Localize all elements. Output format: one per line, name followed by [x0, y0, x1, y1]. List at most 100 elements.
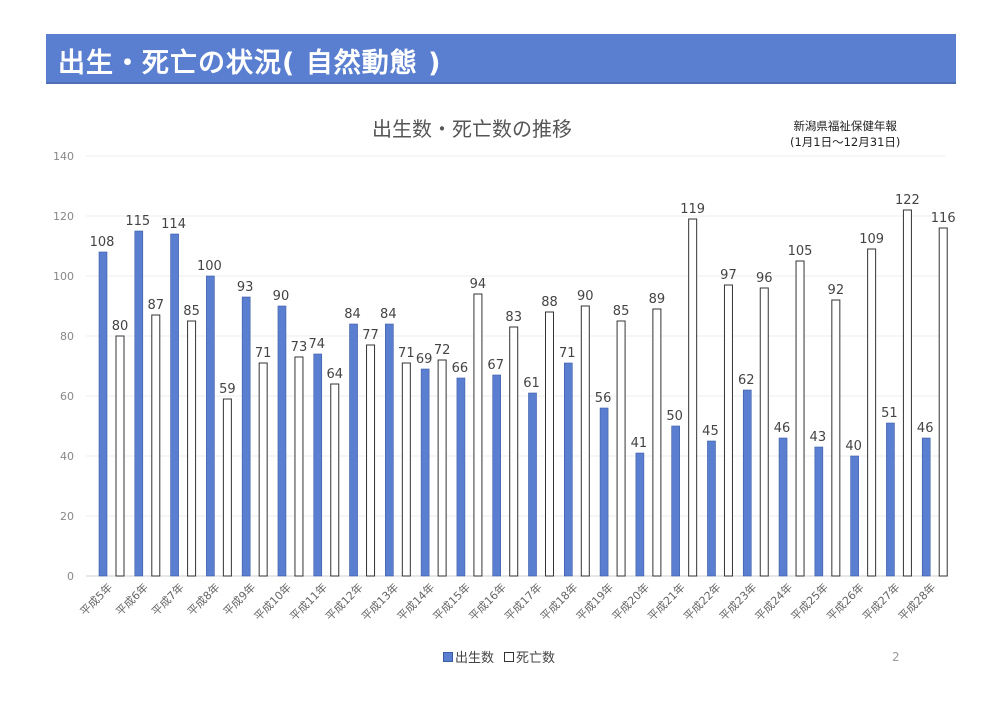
bar-births [385, 323, 394, 577]
x-tick-label: 平成19年 [573, 580, 616, 623]
data-label-births: 100 [197, 259, 222, 274]
data-label-deaths: 94 [470, 277, 487, 292]
bar-deaths [115, 335, 125, 577]
data-label-deaths: 59 [219, 382, 236, 397]
bar-births [277, 305, 287, 577]
x-tick-label: 平成15年 [430, 580, 473, 623]
x-tick-label: 平成16年 [466, 580, 509, 623]
data-label-births: 56 [595, 391, 612, 406]
bar-deaths [437, 359, 447, 577]
bar-births [742, 389, 752, 577]
legend: 出生数 死亡数 [443, 647, 555, 666]
x-tick-label: 平成8年 [184, 580, 222, 618]
bar-births [134, 230, 144, 577]
y-tick-label: 120 [53, 210, 74, 223]
data-label-deaths: 85 [183, 304, 200, 319]
bar-deaths [222, 398, 232, 577]
x-tick-label: 平成22年 [680, 580, 723, 623]
source-note: 新潟県福祉保健年報 (1月1日～12月31日) [790, 118, 900, 150]
data-label-deaths: 122 [895, 193, 920, 208]
bar-deaths [759, 287, 769, 577]
bar-deaths [902, 209, 912, 577]
bar-deaths [652, 308, 662, 577]
y-tick-label: 100 [53, 270, 74, 283]
x-tick-label: 平成23年 [716, 580, 759, 623]
bar-deaths [545, 311, 554, 577]
legend-item-deaths: 死亡数 [504, 647, 555, 666]
data-label-deaths: 85 [613, 304, 630, 319]
bar-deaths [867, 248, 877, 577]
legend-label-deaths: 死亡数 [516, 651, 556, 666]
data-label-deaths: 87 [148, 298, 165, 313]
data-label-deaths: 88 [541, 295, 558, 310]
data-label-births: 93 [237, 280, 254, 295]
bar-births [778, 437, 788, 577]
data-label-deaths: 77 [362, 328, 379, 343]
data-label-births: 66 [452, 361, 469, 376]
source-period: (1月1日～12月31日) [790, 135, 901, 149]
source-name: 新潟県福祉保健年報 [793, 119, 897, 133]
bar-births [206, 275, 215, 577]
data-label-deaths: 90 [577, 289, 594, 304]
y-tick-label: 80 [60, 330, 74, 343]
x-tick-label: 平成11年 [287, 580, 330, 623]
bar-births [671, 425, 680, 577]
bar-births [850, 455, 859, 577]
data-label-births: 69 [416, 352, 433, 367]
data-label-births: 46 [774, 421, 791, 436]
data-label-births: 67 [487, 358, 504, 373]
bar-births [707, 440, 716, 577]
data-label-births: 40 [845, 439, 862, 454]
legend-label-births: 出生数 [455, 651, 495, 666]
data-label-deaths: 97 [720, 268, 737, 283]
x-tick-label: 平成12年 [323, 580, 366, 623]
bar-deaths [688, 218, 698, 577]
data-label-deaths: 116 [931, 211, 956, 226]
x-tick-label: 平成25年 [788, 580, 831, 623]
bar-births [635, 452, 645, 577]
data-label-births: 84 [344, 307, 361, 322]
data-label-deaths: 119 [680, 202, 705, 217]
data-label-deaths: 73 [291, 340, 308, 355]
data-label-births: 114 [161, 217, 186, 232]
y-tick-label: 0 [67, 570, 74, 583]
page-number: 2 [892, 650, 900, 664]
data-label-births: 74 [308, 337, 325, 352]
x-tick-label: 平成13年 [358, 580, 401, 623]
data-label-births: 84 [380, 307, 397, 322]
data-label-deaths: 80 [112, 319, 129, 334]
bars [98, 209, 948, 577]
bar-births [349, 323, 358, 577]
bar-deaths [294, 356, 304, 577]
bar-births [563, 362, 573, 577]
bar-deaths [831, 299, 841, 577]
legend-item-births: 出生数 [443, 647, 494, 666]
x-axis: 平成5年平成6年平成7年平成8年平成9年平成10年平成11年平成12年平成13年… [77, 580, 938, 623]
bar-deaths [473, 293, 483, 577]
bar-deaths [187, 320, 197, 577]
data-label-deaths: 109 [859, 232, 884, 247]
bar-deaths [330, 383, 340, 577]
x-tick-label: 平成21年 [645, 580, 688, 623]
data-label-deaths: 92 [828, 283, 845, 298]
header-banner: 出生・死亡の状況( 自然動態 ) [46, 34, 956, 84]
bar-births [599, 407, 609, 577]
bar-deaths [366, 344, 376, 577]
bar-deaths [151, 314, 161, 577]
page-title: 出生・死亡の状況( 自然動態 ) [58, 48, 442, 79]
data-label-births: 108 [90, 235, 115, 250]
bar-births [456, 377, 466, 577]
legend-swatch-deaths [504, 651, 515, 662]
data-label-deaths: 72 [434, 343, 451, 358]
data-label-births: 45 [702, 424, 719, 439]
bar-deaths [938, 227, 948, 577]
bar-deaths [795, 260, 805, 577]
data-label-births: 61 [523, 376, 540, 391]
y-tick-label: 60 [60, 390, 74, 403]
x-tick-label: 平成6年 [113, 580, 151, 618]
bar-births [241, 296, 251, 577]
bar-deaths [723, 284, 733, 577]
bar-births [420, 368, 430, 577]
bar-deaths [401, 362, 411, 577]
